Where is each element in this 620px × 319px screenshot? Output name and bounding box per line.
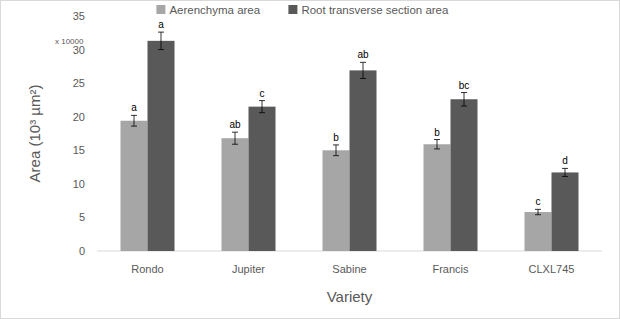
legend-label: Aerenchyma area — [169, 4, 260, 16]
error-bar — [232, 132, 238, 144]
bars — [121, 32, 579, 251]
error-bar — [360, 62, 366, 78]
labels: a a ab c b ab b bc c d — [131, 19, 568, 207]
legend: Aerenchyma area Root transverse section a… — [156, 4, 449, 16]
error-bar — [562, 168, 568, 176]
x-tick-label: Rondo — [131, 263, 163, 275]
bar — [525, 212, 552, 251]
error-bar — [259, 101, 265, 113]
error-bar — [333, 145, 339, 156]
error-bar — [434, 140, 440, 149]
y-axis-title: Area (10³ µm²) — [26, 85, 43, 183]
error-bar — [131, 115, 137, 126]
significance-letter: a — [131, 102, 137, 113]
bar — [552, 172, 579, 251]
bar — [249, 107, 276, 251]
x-tick-label: Jupiter — [232, 263, 265, 275]
bar — [323, 150, 350, 251]
x-tick-label: Francis — [432, 263, 469, 275]
bar — [222, 138, 249, 251]
error-bar — [461, 93, 467, 106]
chart-frame — [0, 0, 620, 319]
y-tick-label: 10 — [73, 178, 85, 190]
significance-letter: a — [158, 19, 164, 30]
bar — [451, 99, 478, 251]
x-tick-label: Sabine — [332, 263, 366, 275]
bar — [424, 144, 451, 251]
x-axis-title: Variety — [327, 288, 373, 305]
bar — [350, 70, 377, 251]
significance-letter: ab — [357, 49, 369, 60]
x-tick-label: CLXL745 — [529, 263, 575, 275]
error-bar — [535, 209, 541, 214]
y-tick-label: 35 — [73, 10, 85, 22]
chart: 05101520253035aaabcbabbbccdRondoJupiterS… — [0, 0, 620, 319]
significance-letter: b — [333, 132, 339, 143]
bar — [121, 121, 148, 251]
annotation: x 10000 — [55, 37, 84, 46]
bar — [148, 41, 175, 251]
y-tick-label: 15 — [73, 144, 85, 156]
legend-label: Root transverse section area — [301, 4, 449, 16]
significance-letter: ab — [229, 119, 241, 130]
y-tick-label: 0 — [79, 245, 85, 257]
significance-letter: c — [260, 88, 265, 99]
legend-swatch — [156, 5, 165, 14]
significance-letter: c — [536, 196, 541, 207]
error-bar — [158, 32, 164, 49]
significance-letter: bc — [459, 80, 470, 91]
legend-swatch — [288, 5, 297, 14]
significance-letter: d — [562, 155, 568, 166]
y-tick-label: 25 — [73, 77, 85, 89]
y-tick-label: 5 — [79, 211, 85, 223]
y-tick-label: 20 — [73, 111, 85, 123]
significance-letter: b — [434, 127, 440, 138]
